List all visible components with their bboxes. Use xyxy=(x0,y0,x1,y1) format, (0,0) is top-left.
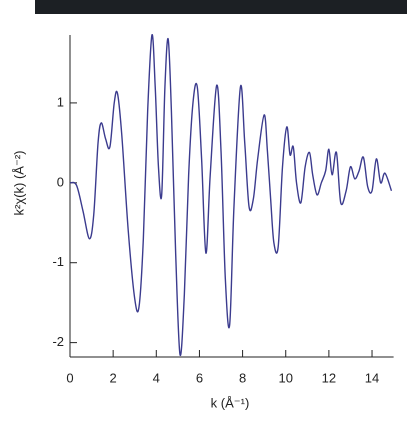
x-tick-label: 2 xyxy=(110,370,117,385)
x-tick-label: 4 xyxy=(153,370,160,385)
y-tick-label: 0 xyxy=(57,174,64,189)
y-axis-label: k²χ(k) (Å⁻²) xyxy=(11,151,26,216)
x-tick-label: 6 xyxy=(196,370,203,385)
x-tick-label: 12 xyxy=(322,370,336,385)
x-tick-label: 0 xyxy=(66,370,73,385)
x-tick-label: 8 xyxy=(239,370,246,385)
data-line xyxy=(69,34,393,356)
x-tick-label: 10 xyxy=(278,370,292,385)
y-tick-label: 1 xyxy=(57,94,64,109)
photo-strip xyxy=(35,0,407,14)
y-tick-label: -2 xyxy=(52,334,64,349)
x-tick-label: 14 xyxy=(365,370,379,385)
y-tick-label: -1 xyxy=(52,254,64,269)
x-axis-label: k (Å⁻¹) xyxy=(211,395,250,410)
